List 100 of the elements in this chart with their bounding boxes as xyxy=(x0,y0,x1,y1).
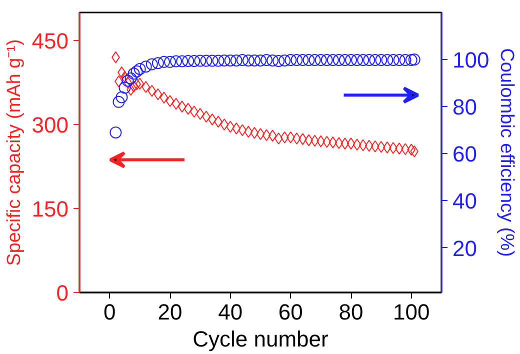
y2-axis-title: Coulombic efficiency (%) xyxy=(496,48,518,257)
point xyxy=(224,54,236,66)
point xyxy=(381,54,394,66)
point xyxy=(242,54,254,66)
x-tick-label: 80 xyxy=(338,300,364,324)
point xyxy=(334,136,344,149)
y-tick-label: 300 xyxy=(32,112,69,138)
point xyxy=(236,54,248,66)
point xyxy=(338,54,351,66)
point xyxy=(110,126,122,138)
point xyxy=(296,54,309,66)
point xyxy=(393,54,406,66)
point xyxy=(357,54,370,66)
point xyxy=(164,56,176,68)
point xyxy=(262,129,271,142)
point xyxy=(118,82,131,94)
point xyxy=(244,126,253,138)
point xyxy=(260,54,273,66)
point xyxy=(363,54,376,66)
point xyxy=(230,54,242,66)
point xyxy=(410,145,419,158)
point xyxy=(302,54,315,66)
point xyxy=(134,62,146,75)
x-axis-title: Cycle number xyxy=(192,326,328,352)
y2-tick-label: 60 xyxy=(452,142,477,167)
y2-tick-label: 80 xyxy=(452,94,477,120)
y-tick-label: 150 xyxy=(32,196,69,222)
point xyxy=(326,54,339,66)
point xyxy=(272,54,285,67)
point xyxy=(405,54,418,66)
point xyxy=(340,138,350,150)
point xyxy=(128,68,140,80)
point xyxy=(154,88,162,100)
point xyxy=(308,54,321,66)
point xyxy=(142,80,150,93)
point xyxy=(256,128,265,140)
point xyxy=(178,100,186,113)
point xyxy=(314,54,327,66)
y-tick-label: 0 xyxy=(56,280,69,306)
point xyxy=(274,132,283,144)
point xyxy=(280,131,289,144)
point xyxy=(248,54,260,66)
x-tick-label: 100 xyxy=(392,300,430,324)
point xyxy=(148,84,156,97)
point xyxy=(112,96,125,108)
point xyxy=(206,54,218,67)
x-tick-label: 20 xyxy=(158,300,182,324)
point xyxy=(364,140,374,152)
point xyxy=(190,106,198,118)
point xyxy=(320,54,333,66)
point xyxy=(130,65,143,78)
x-tick-label: 60 xyxy=(278,300,303,324)
point xyxy=(170,55,182,68)
point xyxy=(238,124,247,136)
point xyxy=(345,54,357,66)
point xyxy=(284,54,297,66)
point xyxy=(352,138,362,151)
point xyxy=(292,132,301,144)
point xyxy=(290,54,303,66)
point xyxy=(146,58,158,70)
y2-tick-label: 20 xyxy=(452,236,477,261)
point xyxy=(232,122,241,134)
point xyxy=(184,102,192,115)
point xyxy=(351,54,364,66)
point xyxy=(268,130,277,142)
point xyxy=(176,55,188,68)
point xyxy=(266,54,279,66)
point xyxy=(218,54,230,66)
point xyxy=(116,91,128,104)
point xyxy=(172,98,180,110)
point xyxy=(358,139,368,152)
point xyxy=(152,57,164,70)
x-tick-label: 40 xyxy=(218,300,243,324)
point xyxy=(375,54,388,66)
point xyxy=(194,54,206,67)
x-tick-label: 0 xyxy=(104,300,116,324)
point xyxy=(220,118,228,130)
point xyxy=(408,54,420,66)
point xyxy=(278,54,291,66)
point xyxy=(212,54,224,67)
y-axis-title: Specific capacity (mAh g⁻¹) xyxy=(4,39,25,266)
point xyxy=(182,54,194,67)
point xyxy=(166,94,174,107)
y-tick-label: 450 xyxy=(32,28,69,54)
y2-tick-label: 40 xyxy=(452,188,477,214)
point xyxy=(346,138,356,150)
point xyxy=(160,92,168,104)
point xyxy=(158,56,170,68)
point xyxy=(188,54,200,67)
point xyxy=(399,54,412,66)
point xyxy=(254,54,266,66)
point xyxy=(200,54,212,67)
point xyxy=(140,60,152,73)
point xyxy=(322,136,332,148)
point xyxy=(332,54,345,66)
point xyxy=(328,136,338,148)
point xyxy=(250,126,259,139)
point xyxy=(124,72,137,84)
point xyxy=(370,140,380,152)
y2-tick-label: 100 xyxy=(452,48,490,73)
